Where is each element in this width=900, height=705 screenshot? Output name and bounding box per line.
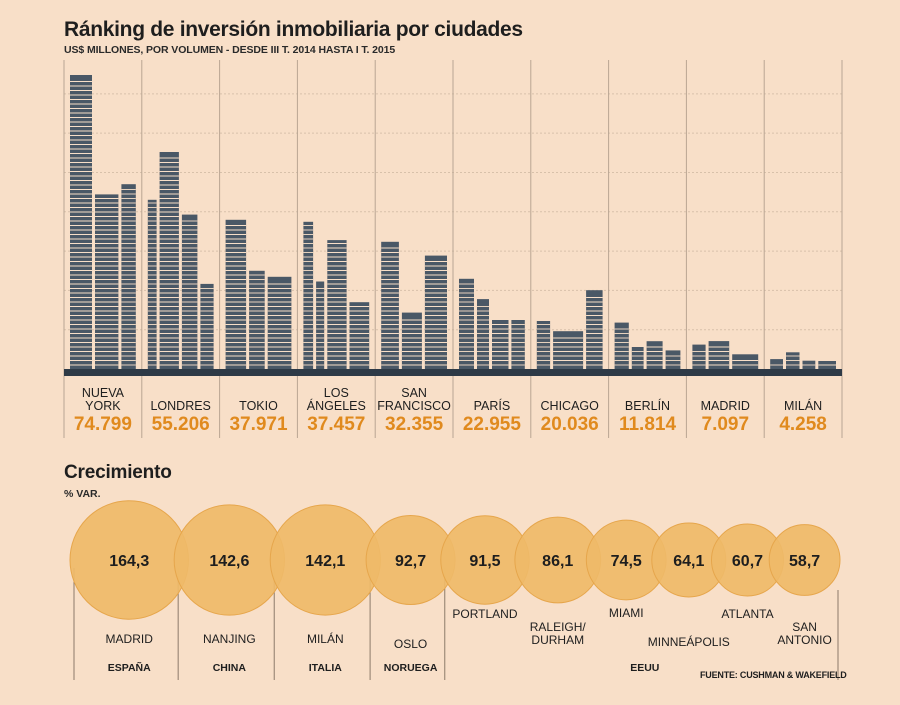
source-note: FUENTE: CUSHMAN & WAKEFIELD <box>700 670 847 680</box>
city-value: 20.036 <box>541 414 599 435</box>
country-label: CHINA <box>213 662 247 674</box>
bubble-value: 64,1 <box>673 553 704 570</box>
building-block <box>614 322 629 369</box>
building-block <box>267 276 292 369</box>
building-block <box>492 320 509 369</box>
city-label: LONDRES <box>150 399 210 413</box>
building-block <box>95 194 119 369</box>
bubble-city-label: NANJING <box>203 632 256 646</box>
bubble-city-label: SAN ANTONIO <box>777 620 831 647</box>
city-label: SAN FRANCISCO <box>377 386 451 413</box>
city-value: 4.258 <box>779 414 827 435</box>
building-block <box>200 283 214 369</box>
city-label: MILÁN <box>784 398 822 413</box>
growth-subtitle: % VAR. <box>64 488 101 500</box>
building-block <box>159 152 179 369</box>
bubble-value: 164,3 <box>109 553 149 570</box>
city-value: 74.799 <box>74 414 132 435</box>
building-block <box>553 331 584 369</box>
building-bar <box>692 341 759 369</box>
country-label: ESPAÑA <box>108 661 151 674</box>
building-block <box>303 221 314 369</box>
building-bar <box>770 352 836 369</box>
building-block <box>708 341 730 369</box>
building-bar <box>225 219 292 369</box>
city-value: 11.814 <box>619 414 676 435</box>
growth-title: Crecimiento <box>64 462 172 483</box>
building-bar <box>147 152 214 369</box>
building-block <box>511 320 525 369</box>
country-label: EEUU <box>630 662 659 674</box>
building-block <box>477 299 489 369</box>
chart-title: Ránking de inversión inmobiliaria por ci… <box>64 18 523 41</box>
building-bar <box>536 290 603 369</box>
bubble-value: 142,6 <box>209 553 249 570</box>
bubble-city-label: MIAMI <box>609 606 644 620</box>
city-label: TOKIO <box>239 399 278 413</box>
city-label: PARÍS <box>474 398 511 413</box>
building-block <box>401 312 422 369</box>
building-block <box>70 75 92 369</box>
building-bar <box>614 322 681 369</box>
bubble-city-label: PORTLAND <box>452 607 517 621</box>
city-label: LOS ÁNGELES <box>307 386 366 413</box>
bubble-city-label: MILÁN <box>307 631 344 646</box>
city-value: 37.457 <box>307 414 365 435</box>
building-block <box>181 214 198 369</box>
bubble-value: 86,1 <box>542 553 573 570</box>
building-block <box>424 255 447 369</box>
building-block <box>536 321 551 369</box>
city-value: 22.955 <box>463 414 522 435</box>
building-block <box>631 347 644 369</box>
bubble-city-label: ATLANTA <box>721 607 773 621</box>
city-value: 7.097 <box>702 414 750 435</box>
building-bar <box>381 241 447 369</box>
building-block <box>732 354 759 369</box>
bubble-city-label: OSLO <box>394 637 427 651</box>
bubble-value: 60,7 <box>732 553 763 570</box>
city-label: NUEVA YORK <box>82 386 125 413</box>
city-value: 37.971 <box>229 414 288 435</box>
building-block <box>316 281 325 369</box>
bubble-city-label: MINNEÁPOLIS <box>648 634 730 649</box>
building-block <box>381 241 399 369</box>
baseline <box>64 369 842 376</box>
building-block <box>349 302 370 369</box>
building-block <box>770 359 783 369</box>
country-label: NORUEGA <box>384 662 438 674</box>
city-label: CHICAGO <box>541 399 600 413</box>
growth-bubble <box>768 524 841 596</box>
city-value: 32.355 <box>385 414 444 435</box>
city-label: BERLÍN <box>625 398 670 413</box>
bubble-value: 92,7 <box>395 553 426 570</box>
bubble-city-label: RALEIGH/DURHAM <box>530 620 587 647</box>
building-bar <box>459 278 525 369</box>
city-value: 55.206 <box>152 414 210 435</box>
bubble-value: 74,5 <box>611 553 642 570</box>
city-label: MADRID <box>701 399 750 413</box>
bubble-value: 58,7 <box>789 553 820 570</box>
building-block <box>692 344 706 369</box>
building-block <box>459 278 474 369</box>
bubble-value: 142,1 <box>305 553 345 570</box>
building-block <box>665 350 681 369</box>
chart-subtitle: US$ MILLONES, POR VOLUMEN - DESDE III T.… <box>64 44 396 56</box>
building-bar <box>303 221 370 369</box>
country-label: ITALIA <box>309 662 342 674</box>
building-block <box>646 341 663 369</box>
building-block <box>327 240 347 369</box>
building-bar <box>70 75 136 369</box>
bubble-value: 91,5 <box>469 553 500 570</box>
bubble-city-label: MADRID <box>106 632 154 646</box>
building-block <box>586 290 603 369</box>
